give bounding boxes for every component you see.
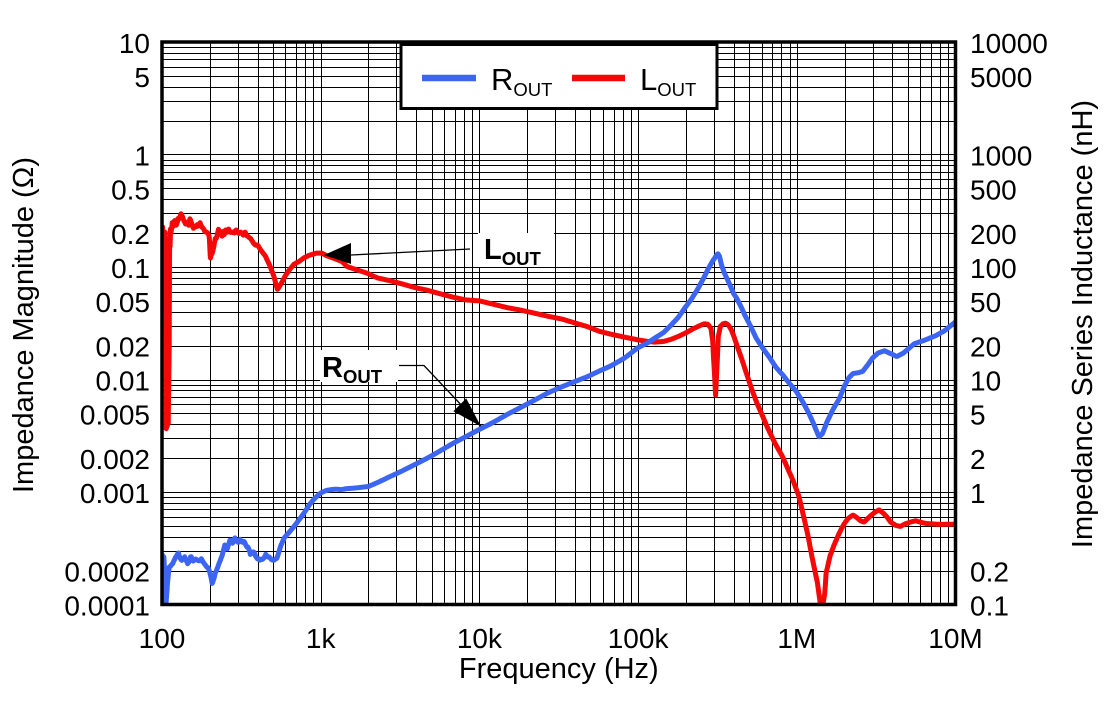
svg-text:0.001: 0.001: [80, 478, 150, 509]
svg-text:100: 100: [970, 253, 1017, 284]
svg-text:0.1: 0.1: [111, 253, 150, 284]
svg-text:1000: 1000: [970, 141, 1032, 172]
svg-text:5: 5: [134, 62, 150, 93]
svg-text:10k: 10k: [457, 623, 503, 654]
svg-text:0.2: 0.2: [111, 219, 150, 250]
svg-text:0.0001: 0.0001: [64, 591, 150, 622]
svg-text:1M: 1M: [777, 623, 816, 654]
svg-text:5: 5: [970, 399, 986, 430]
svg-text:5000: 5000: [970, 62, 1032, 93]
svg-text:10: 10: [119, 28, 150, 59]
svg-text:500: 500: [970, 174, 1017, 205]
svg-text:0.002: 0.002: [80, 444, 150, 475]
svg-text:0.05: 0.05: [96, 287, 151, 318]
svg-text:0.01: 0.01: [96, 366, 151, 397]
svg-text:1: 1: [134, 141, 150, 172]
svg-text:1k: 1k: [306, 623, 337, 654]
svg-text:20: 20: [970, 332, 1001, 363]
svg-text:0.005: 0.005: [80, 399, 150, 430]
svg-text:1: 1: [970, 478, 986, 509]
svg-text:Impedance Series Inductance (n: Impedance Series Inductance (nH): [1067, 100, 1099, 548]
svg-text:0.5: 0.5: [111, 174, 150, 205]
svg-text:10: 10: [970, 366, 1001, 397]
svg-text:0.1: 0.1: [970, 591, 1009, 622]
svg-text:200: 200: [970, 219, 1017, 250]
svg-text:0.2: 0.2: [970, 557, 1009, 588]
svg-text:Frequency (Hz): Frequency (Hz): [459, 653, 659, 685]
svg-text:50: 50: [970, 287, 1001, 318]
svg-text:0.0002: 0.0002: [64, 557, 150, 588]
svg-text:10M: 10M: [928, 623, 982, 654]
svg-text:2: 2: [970, 444, 986, 475]
svg-text:10000: 10000: [970, 28, 1048, 59]
svg-text:Impedance Magnitude (Ω): Impedance Magnitude (Ω): [8, 157, 40, 493]
svg-text:0.02: 0.02: [96, 332, 151, 363]
svg-text:100: 100: [139, 623, 186, 654]
svg-text:100k: 100k: [608, 623, 670, 654]
